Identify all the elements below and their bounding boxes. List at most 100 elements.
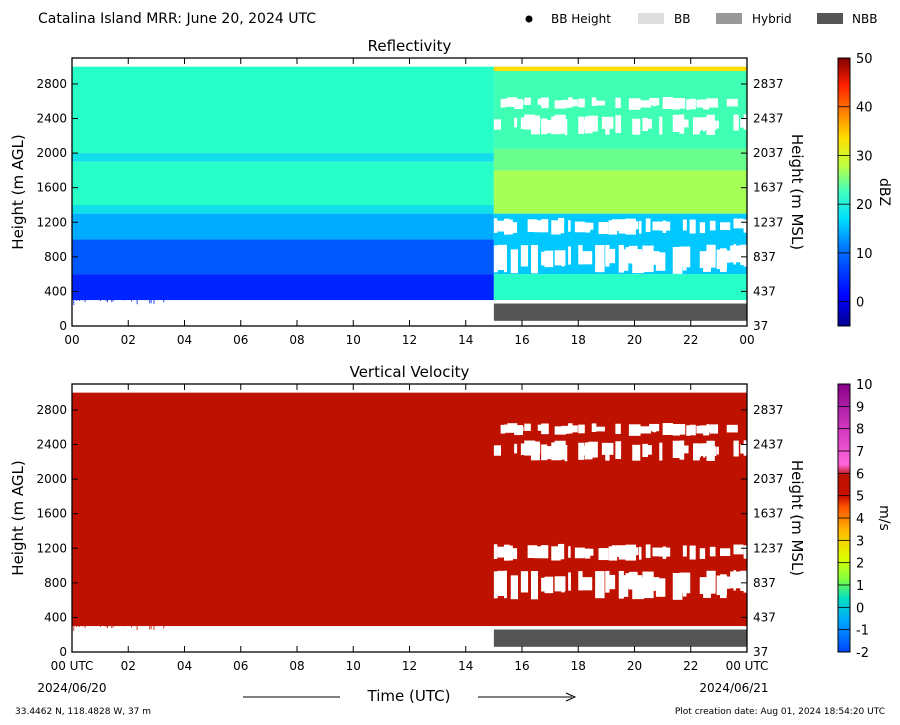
ragged-edge	[149, 293, 151, 304]
ragged-edge	[117, 618, 118, 623]
ragged-edge	[87, 290, 89, 297]
data-gap	[628, 98, 641, 110]
ragged-edge	[81, 622, 83, 627]
legend-swatch-bb	[638, 13, 664, 24]
x-tick-label: 18	[571, 659, 586, 673]
data-gap	[595, 426, 605, 432]
data-gap	[709, 220, 716, 231]
colorbar-tick-label: 30	[856, 149, 873, 164]
data-gap	[672, 97, 680, 110]
data-gap	[723, 250, 731, 263]
ragged-edge	[129, 618, 131, 624]
ragged-edge	[150, 294, 152, 304]
ragged-edge	[124, 297, 125, 301]
reflectivity-band-early	[72, 161, 494, 205]
data-gap	[537, 443, 541, 454]
reflectivity-band-early	[72, 213, 494, 240]
data-gap	[689, 219, 696, 234]
x-tick-label: 08	[289, 659, 304, 673]
data-gap	[682, 575, 687, 597]
reflectivity-band-late	[493, 274, 747, 301]
data-gap	[534, 220, 543, 233]
data-gap	[564, 119, 568, 136]
reflectivity-band-late	[493, 70, 747, 149]
ragged-edge	[124, 623, 125, 627]
ragged-edge	[129, 292, 131, 298]
colorbar-tick-label: 50	[856, 52, 873, 67]
y-tick-label: 1600	[36, 181, 67, 195]
x-tick-label: 08	[289, 333, 304, 347]
data-gap	[703, 443, 706, 458]
data-gap	[541, 545, 549, 559]
ragged-edge	[115, 619, 117, 623]
ragged-edge	[76, 293, 78, 301]
reflectivity-band-late	[493, 148, 747, 171]
reflectivity-band-early	[72, 274, 494, 301]
velocity-title: Vertical Velocity	[350, 363, 470, 381]
data-gap	[558, 442, 566, 460]
y-tick-label: 2800	[36, 77, 67, 91]
data-gap	[622, 575, 629, 597]
data-gap	[679, 424, 686, 435]
data-gap	[679, 440, 685, 460]
data-gap	[531, 441, 540, 461]
ragged-edge	[115, 293, 117, 297]
data-gap	[497, 546, 505, 558]
data-gap	[662, 546, 667, 559]
velocity-colorbar-label: m/s	[876, 505, 892, 531]
data-gap	[740, 118, 746, 128]
data-gap	[591, 423, 597, 433]
ragged-edge	[157, 290, 159, 296]
data-gap	[612, 219, 616, 232]
data-gap	[655, 252, 666, 271]
data-gap	[568, 97, 573, 108]
data-gap	[720, 548, 731, 557]
ragged-edge	[79, 621, 80, 627]
data-gap	[493, 445, 502, 456]
data-gap	[635, 249, 643, 273]
x-tick-label: 10	[346, 659, 361, 673]
ragged-edge	[107, 622, 108, 629]
reflectivity-band-early	[72, 239, 494, 275]
data-gap	[561, 578, 565, 593]
x-tick-label: 22	[683, 659, 698, 673]
legend-label-hybrid: Hybrid	[752, 12, 792, 26]
data-gap	[541, 118, 548, 135]
x-tick-label: 20	[627, 659, 642, 673]
data-gap	[551, 220, 561, 235]
data-gap	[588, 441, 598, 458]
reflectivity-band-late	[493, 66, 747, 71]
y-tick-label: 800	[44, 576, 67, 590]
y-tick-label-right: 2437	[753, 438, 784, 452]
data-gap	[571, 425, 578, 433]
data-gap	[709, 424, 719, 434]
x-tick-label: 10	[346, 333, 361, 347]
data-gap	[709, 120, 717, 131]
footer-creation-date: Plot creation date: Aug 01, 2024 18:54:2…	[675, 707, 885, 717]
y-tick-label: 1600	[36, 507, 67, 521]
time-axis-label: Time (UTC)	[367, 687, 451, 705]
data-gap	[682, 545, 687, 557]
ragged-edge	[105, 294, 107, 301]
dbz-colorbar-label: dBZ	[876, 178, 892, 206]
data-gap	[672, 572, 683, 600]
data-gap	[639, 100, 652, 108]
data-gap	[544, 576, 554, 594]
ragged-edge	[80, 293, 82, 297]
data-gap	[682, 219, 687, 231]
ragged-edge	[98, 291, 100, 296]
x-tick-label: 06	[233, 659, 248, 673]
data-gap	[679, 114, 685, 134]
data-gap	[642, 571, 654, 599]
data-gap	[666, 426, 669, 434]
data-gap	[578, 442, 585, 460]
data-gap	[686, 99, 691, 110]
data-gap	[581, 577, 593, 591]
data-gap	[655, 578, 666, 597]
data-gap	[605, 244, 610, 267]
data-gap	[682, 119, 689, 128]
reflectivity-band-early	[72, 66, 494, 154]
x-tick-label: 12	[402, 659, 417, 673]
data-gap	[541, 97, 549, 109]
y-tick-label: 2400	[36, 112, 67, 126]
